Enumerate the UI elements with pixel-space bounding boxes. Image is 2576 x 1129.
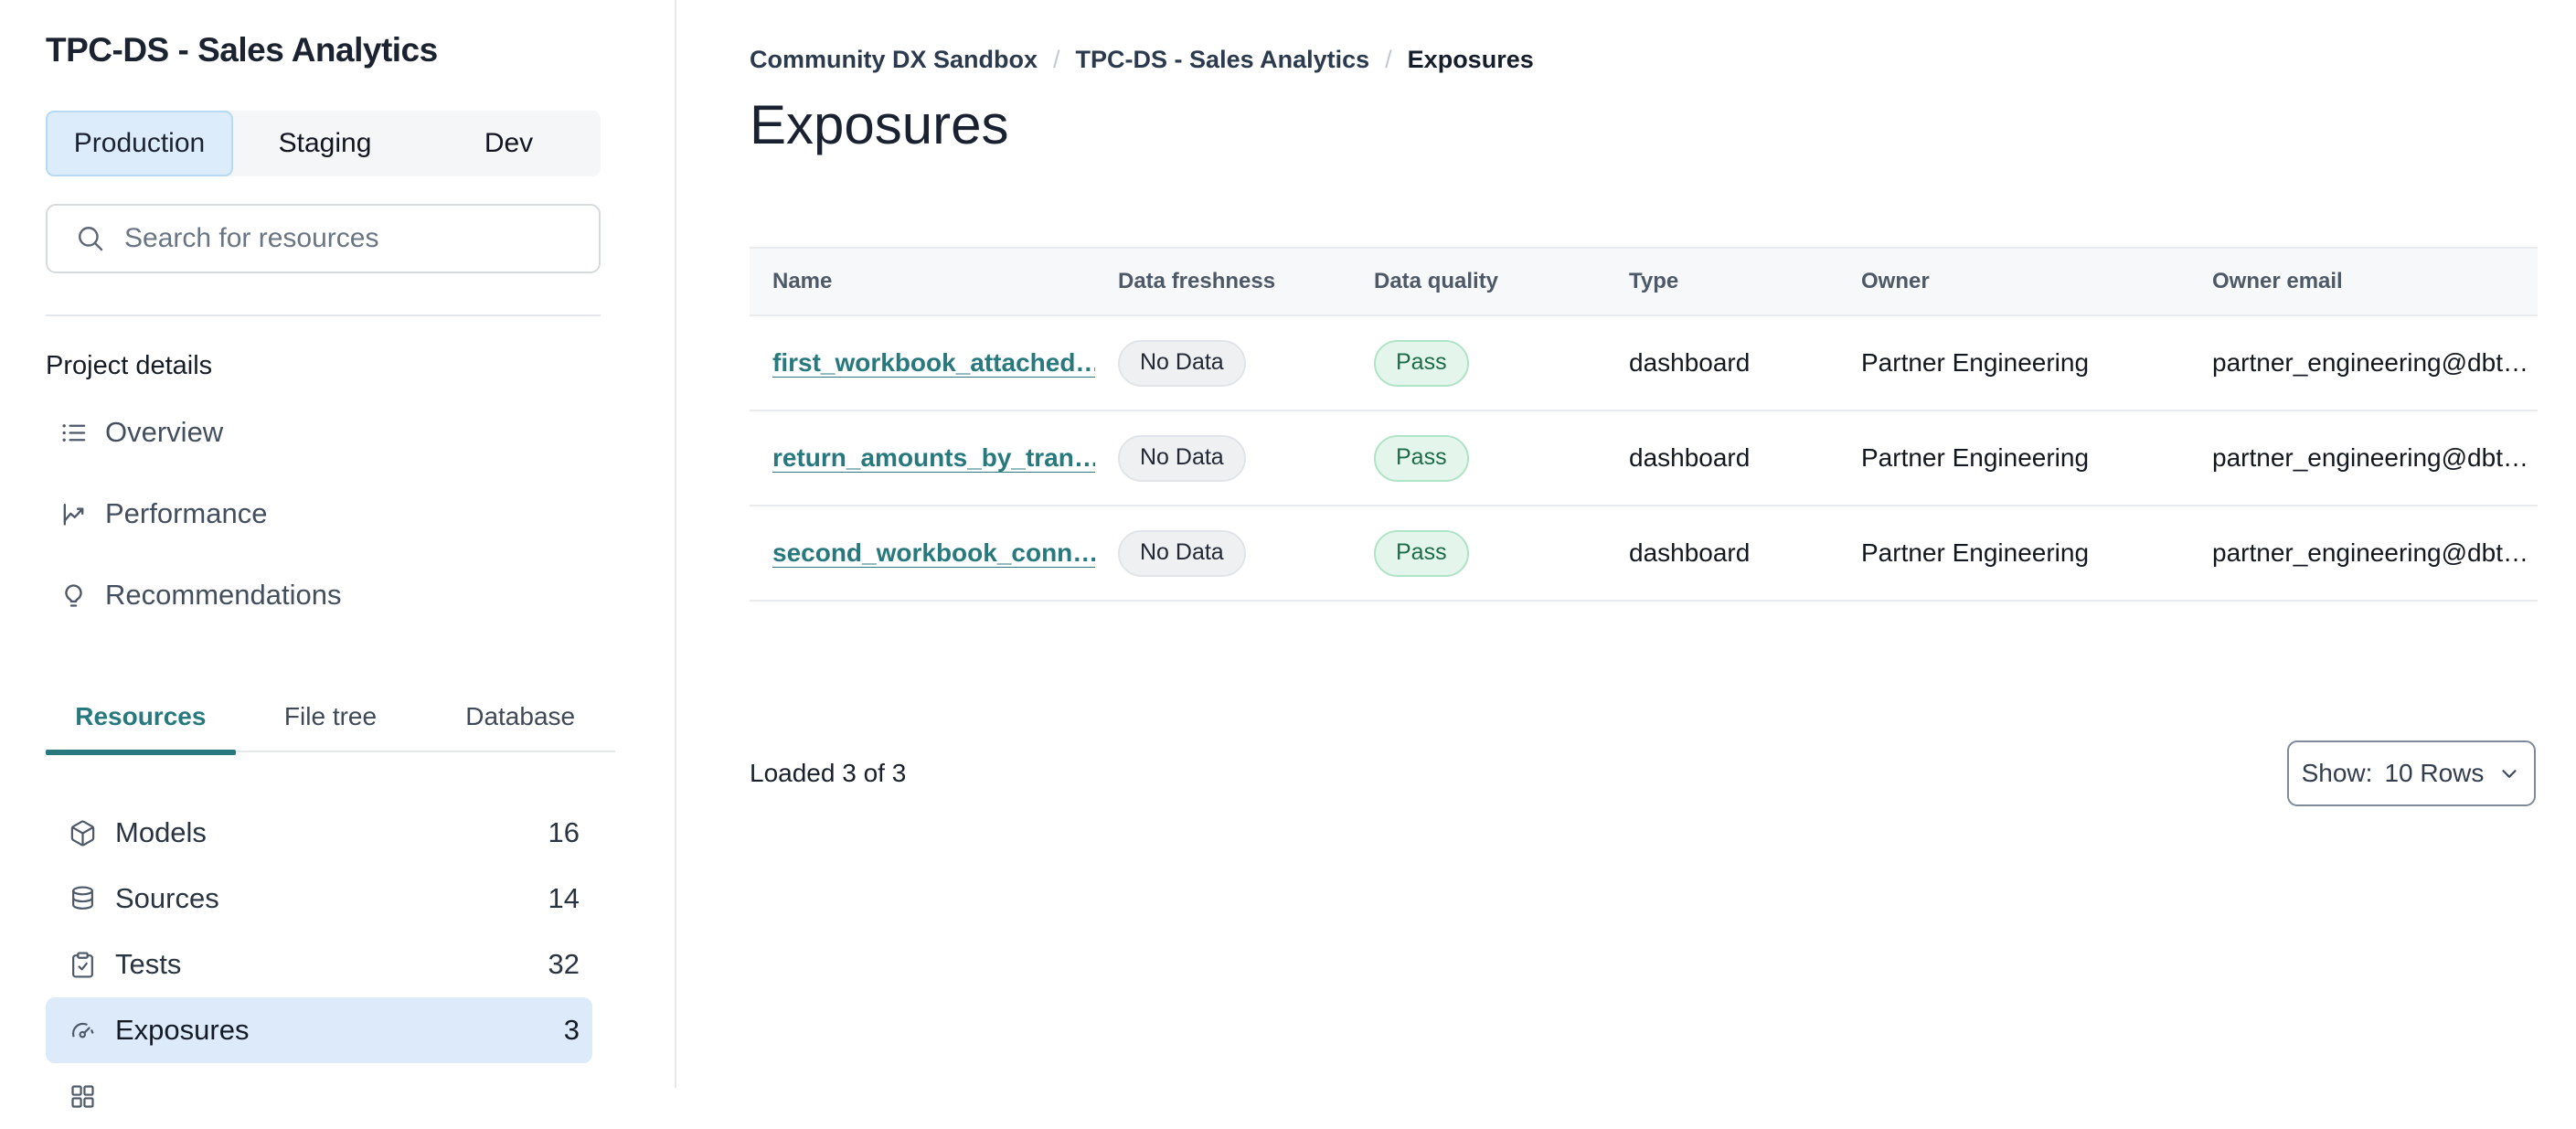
breadcrumb-project[interactable]: TPC-DS - Sales Analytics: [1075, 46, 1370, 73]
data-quality-badge: Pass: [1374, 529, 1469, 577]
resource-label: Exposures: [115, 1014, 250, 1046]
list-icon: [59, 419, 88, 447]
show-label: Show:: [2301, 759, 2373, 787]
sidebar-item-sources[interactable]: Sources 14: [46, 866, 592, 932]
sidebar-item-label: Recommendations: [105, 579, 342, 611]
resource-count: 3: [563, 1014, 580, 1046]
tab-resources[interactable]: Resources: [46, 684, 236, 755]
sidebar-item-performance[interactable]: Performance: [46, 481, 601, 547]
chevron-down-icon: [2496, 762, 2521, 785]
project-nav: Overview Performance Recommendations: [46, 399, 601, 644]
owner-cell: Partner Engineering: [1861, 348, 2090, 377]
tab-database[interactable]: Database: [465, 702, 576, 730]
resource-list: Models 16 Sources 14 Tests: [46, 800, 592, 1129]
resource-count: 32: [548, 948, 580, 980]
column-header-data-freshness: Data freshness: [1118, 269, 1276, 293]
column-header-owner-email: Owner email: [2212, 269, 2343, 293]
breadcrumb-current: Exposures: [1407, 46, 1534, 73]
env-tab-dev[interactable]: Dev: [484, 128, 534, 158]
owner-email-cell: partner_engineering@dbt…: [2212, 443, 2528, 472]
sidebar-item-overview[interactable]: Overview: [46, 399, 601, 465]
resource-tabs-underline: [46, 751, 615, 752]
column-header-type: Type: [1629, 269, 1679, 293]
breadcrumb-account[interactable]: Community DX Sandbox: [750, 46, 1038, 73]
breadcrumb-separator: /: [1053, 46, 1060, 73]
type-cell: dashboard: [1629, 443, 1751, 472]
sidebar-item-label: Performance: [105, 497, 268, 529]
project-details-label: Project details: [46, 351, 213, 380]
table-row: return_amounts_by_tran… No Data Pass das…: [750, 411, 2538, 506]
env-tab-staging[interactable]: Staging: [278, 128, 372, 158]
database-icon: [69, 885, 97, 913]
clipboard-check-icon: [69, 951, 97, 979]
exposures-table: Name Data freshness Data quality Type Ow…: [750, 247, 2538, 602]
table-header-row: Name Data freshness Data quality Type Ow…: [750, 247, 2538, 316]
rows-value: 10 Rows: [2384, 759, 2485, 787]
column-header-data-quality: Data quality: [1374, 269, 1499, 293]
environment-tabs: Production Staging Dev: [46, 111, 601, 176]
env-tab-production[interactable]: Production: [46, 111, 233, 176]
data-freshness-badge: No Data: [1118, 339, 1246, 387]
project-title: TPC-DS - Sales Analytics: [46, 31, 438, 69]
owner-cell: Partner Engineering: [1861, 538, 2090, 567]
loaded-status: Loaded 3 of 3: [750, 759, 907, 787]
line-chart-icon: [59, 500, 88, 528]
sidebar: TPC-DS - Sales Analytics Production Stag…: [0, 0, 676, 1108]
owner-email-cell: partner_engineering@dbt…: [2212, 348, 2528, 377]
data-quality-badge: Pass: [1374, 434, 1469, 482]
exposure-name-link[interactable]: return_amounts_by_tran…: [772, 443, 1095, 472]
type-cell: dashboard: [1629, 348, 1751, 377]
sidebar-item-recommendations[interactable]: Recommendations: [46, 562, 601, 628]
table-row: first_workbook_attached… No Data Pass da…: [750, 316, 2538, 411]
cube-icon: [69, 819, 97, 847]
resource-view-tabs: Resources File tree Database: [46, 684, 615, 755]
rows-per-page-select[interactable]: Show: 10 Rows: [2287, 740, 2536, 806]
data-freshness-badge: No Data: [1118, 529, 1246, 577]
resource-count: 14: [548, 882, 580, 914]
search-input[interactable]: [124, 223, 563, 254]
breadcrumb-separator: /: [1385, 46, 1392, 73]
resource-count: 16: [548, 816, 580, 848]
lightbulb-icon: [59, 581, 88, 610]
resource-label: Models: [115, 816, 207, 848]
resource-label: Sources: [115, 882, 219, 914]
grid-icon: [69, 1082, 97, 1111]
exposure-name-link[interactable]: second_workbook_conn…: [772, 538, 1095, 567]
data-quality-badge: Pass: [1374, 339, 1469, 387]
search-icon: [75, 223, 106, 254]
sidebar-divider: [46, 314, 601, 316]
type-cell: dashboard: [1629, 538, 1751, 567]
table-row: second_workbook_conn… No Data Pass dashb…: [750, 506, 2538, 602]
owner-email-cell: partner_engineering@dbt…: [2212, 538, 2528, 567]
owner-cell: Partner Engineering: [1861, 443, 2090, 472]
column-header-name: Name: [772, 269, 833, 293]
resource-label: Tests: [115, 948, 182, 980]
gauge-icon: [69, 1017, 97, 1045]
exposure-name-link[interactable]: first_workbook_attached…: [772, 348, 1095, 377]
data-freshness-badge: No Data: [1118, 434, 1246, 482]
breadcrumb: Community DX Sandbox / TPC-DS - Sales An…: [750, 46, 1534, 74]
sidebar-item-next-partial[interactable]: [46, 1063, 592, 1129]
resource-search[interactable]: [46, 204, 601, 273]
page-title: Exposures: [750, 94, 1009, 155]
sidebar-item-exposures[interactable]: Exposures 3: [46, 997, 592, 1063]
column-header-owner: Owner: [1861, 269, 1930, 293]
tab-file-tree[interactable]: File tree: [283, 702, 378, 730]
sidebar-item-tests[interactable]: Tests 32: [46, 932, 592, 997]
sidebar-item-label: Overview: [105, 416, 224, 448]
sidebar-item-models[interactable]: Models 16: [46, 800, 592, 866]
